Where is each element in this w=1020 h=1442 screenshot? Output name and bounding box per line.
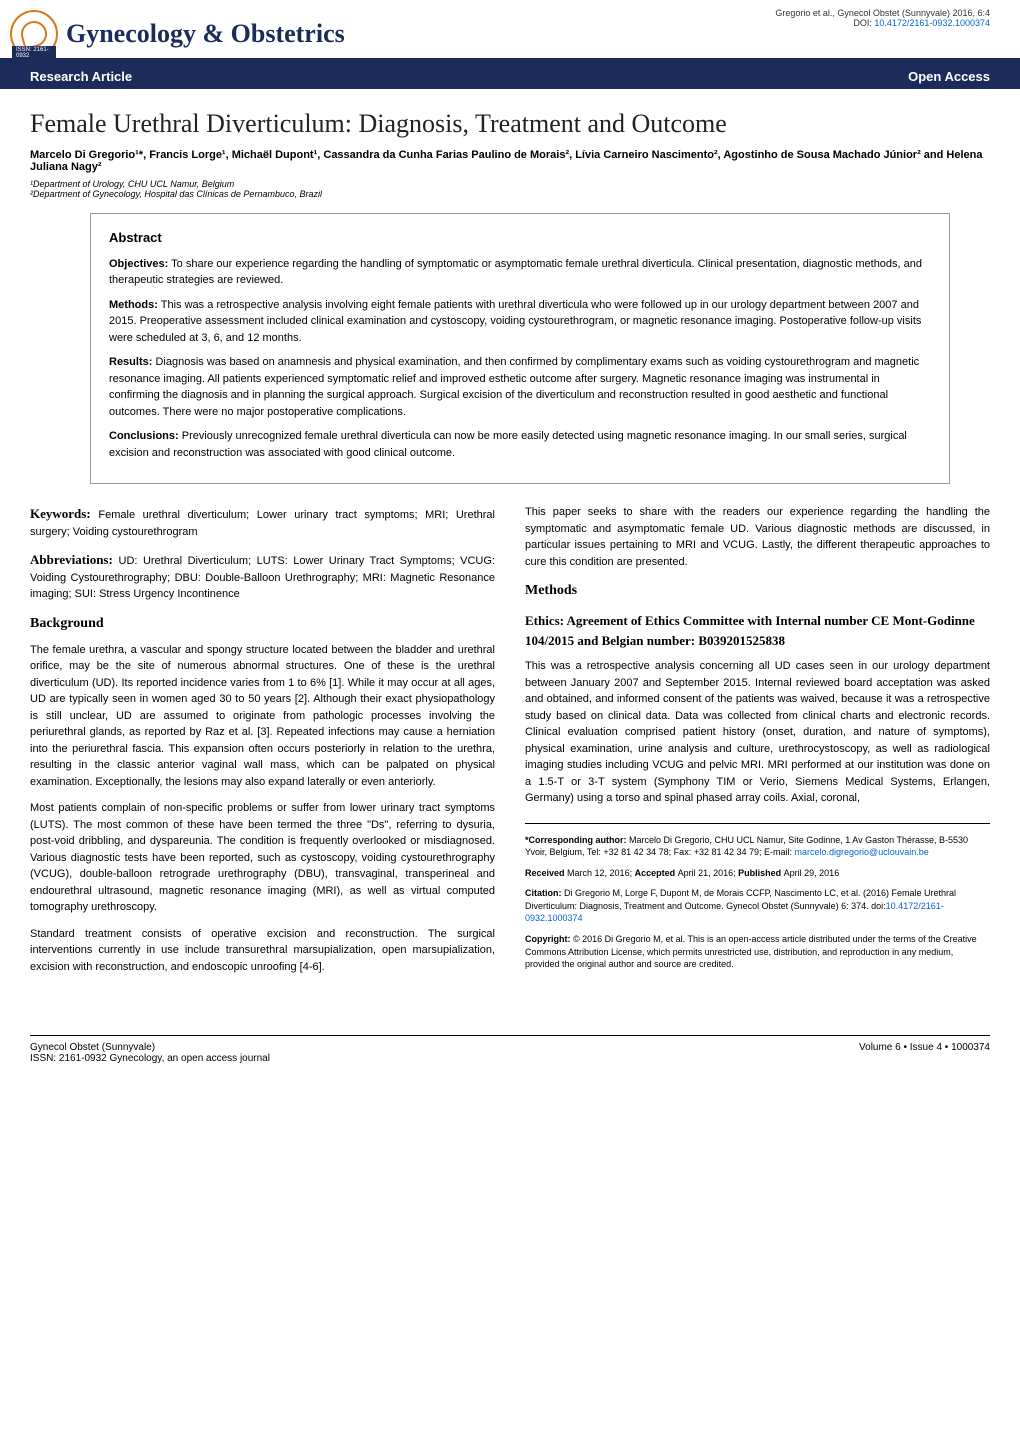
footer-right: Volume 6 • Issue 4 • 1000374: [859, 1042, 990, 1064]
accepted-label: Accepted: [635, 868, 678, 878]
abstract-box: Abstract Objectives: To share our experi…: [90, 213, 950, 484]
received-label: Received: [525, 868, 567, 878]
footer-left: Gynecol Obstet (Sunnyvale) ISSN: 2161-09…: [30, 1042, 270, 1064]
abstract-results-label: Results:: [109, 356, 152, 368]
intro-paragraph: This paper seeks to share with the reade…: [525, 504, 990, 570]
abstract-methods: This was a retrospective analysis involv…: [109, 299, 921, 344]
correspondence-box: *Corresponding author: Marcelo Di Gregor…: [525, 823, 990, 971]
copyright-label: Copyright:: [525, 934, 573, 944]
abstract-methods-label: Methods:: [109, 299, 158, 311]
right-column: This paper seeks to share with the reade…: [525, 504, 990, 985]
published-label: Published: [738, 868, 784, 878]
affiliations: ¹Department of Urology, CHU UCL Namur, B…: [30, 179, 990, 199]
background-heading: Background: [30, 613, 495, 634]
email-link[interactable]: marcelo.digregorio@uclouvain.be: [795, 847, 929, 857]
received-date: March 12, 2016;: [567, 868, 635, 878]
citation-label: Citation:: [525, 888, 564, 898]
background-p2: Most patients complain of non-specific p…: [30, 800, 495, 916]
keywords-text: Female urethral diverticulum; Lower urin…: [30, 509, 495, 538]
doi-link[interactable]: 10.4172/2161-0932.1000374: [874, 18, 990, 28]
abbreviations-label: Abbreviations:: [30, 552, 119, 567]
corresponding-label: *Corresponding author:: [525, 835, 629, 845]
article-body: Female Urethral Diverticulum: Diagnosis,…: [0, 89, 1020, 1005]
abstract-conclusions: Previously unrecognized female urethral …: [109, 430, 907, 459]
keywords-label: Keywords:: [30, 506, 98, 521]
footer: Gynecol Obstet (Sunnyvale) ISSN: 2161-09…: [30, 1035, 990, 1084]
bar-right: Open Access: [908, 69, 990, 84]
abstract-conclusions-label: Conclusions:: [109, 430, 179, 442]
article-title: Female Urethral Diverticulum: Diagnosis,…: [30, 109, 990, 139]
background-p1: The female urethra, a vascular and spong…: [30, 642, 495, 791]
affil-2: ²Department of Gynecology, Hospital das …: [30, 189, 990, 199]
abstract-results: Diagnosis was based on anamnesis and phy…: [109, 356, 919, 418]
abstract-heading: Abstract: [109, 228, 931, 248]
published-date: April 29, 2016: [784, 868, 840, 878]
journal-logo-icon: ISSN: 2161-0932: [10, 10, 58, 58]
left-column: Keywords: Female urethral diverticulum; …: [30, 504, 495, 985]
doi-label: DOI:: [853, 18, 874, 28]
abstract-objectives-label: Objectives:: [109, 258, 168, 270]
section-bar: Research Article Open Access: [0, 64, 1020, 89]
doi-line: DOI: 10.4172/2161-0932.1000374: [775, 18, 990, 28]
citation-line: Gregorio et al., Gynecol Obstet (Sunnyva…: [775, 8, 990, 18]
abstract-objectives: To share our experience regarding the ha…: [109, 258, 922, 287]
issn-badge: ISSN: 2161-0932: [12, 46, 56, 60]
authors: Marcelo Di Gregorio¹*, Francis Lorge¹, M…: [30, 149, 990, 173]
two-column: Keywords: Female urethral diverticulum; …: [30, 504, 990, 985]
bar-left: Research Article: [30, 69, 132, 84]
methods-heading: Methods: [525, 580, 990, 601]
journal-title: Gynecology & Obstetrics: [66, 19, 345, 49]
footer-journal: Gynecol Obstet (Sunnyvale): [30, 1042, 270, 1053]
affil-1: ¹Department of Urology, CHU UCL Namur, B…: [30, 179, 990, 189]
header: Gregorio et al., Gynecol Obstet (Sunnyva…: [0, 0, 1020, 64]
ethics-heading: Ethics: Agreement of Ethics Committee wi…: [525, 611, 990, 650]
methods-paragraph: This was a retrospective analysis concer…: [525, 658, 990, 807]
copyright-text: © 2016 Di Gregorio M, et al. This is an …: [525, 934, 977, 969]
background-p3: Standard treatment consists of operative…: [30, 926, 495, 976]
accepted-date: April 21, 2016;: [678, 868, 739, 878]
header-meta: Gregorio et al., Gynecol Obstet (Sunnyva…: [775, 8, 990, 28]
footer-issn: ISSN: 2161-0932 Gynecology, an open acce…: [30, 1053, 270, 1064]
